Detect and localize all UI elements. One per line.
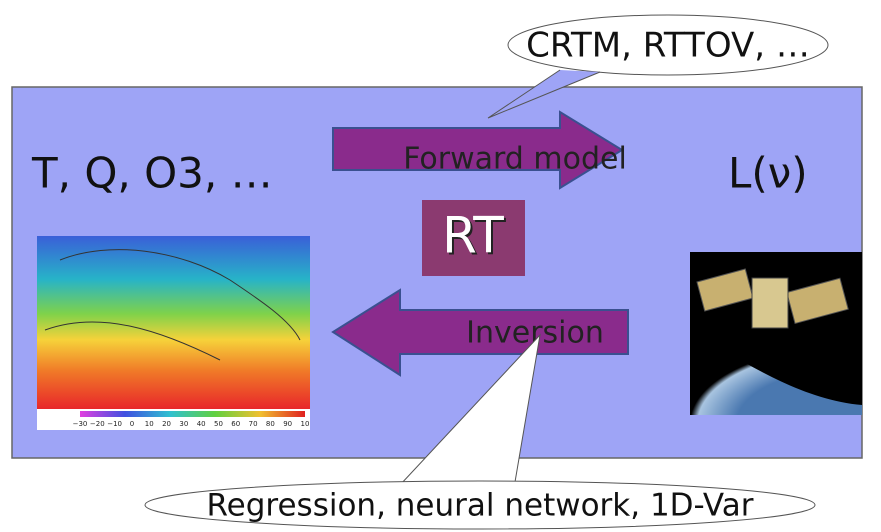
colorbar-label: 0 bbox=[130, 420, 134, 428]
colorbar-label: 70 bbox=[249, 420, 258, 428]
colorbar-label: 50 bbox=[214, 420, 223, 428]
callout-text: Regression, neural network, 1D-Var bbox=[207, 488, 754, 524]
colorbar-label: 40 bbox=[197, 420, 206, 428]
callout-text: CRTM, RTTOV, … bbox=[526, 26, 810, 66]
satellite-image bbox=[690, 252, 862, 415]
inversion-arrow bbox=[331, 288, 629, 377]
colorbar-label: −30 bbox=[73, 420, 88, 428]
forward-arrow bbox=[332, 110, 624, 190]
colorbar-label: 80 bbox=[266, 420, 275, 428]
callout-ellipse bbox=[144, 480, 816, 530]
colorbar-label: 20 bbox=[162, 420, 171, 428]
callout-ellipse bbox=[507, 14, 829, 76]
callout-tail bbox=[487, 69, 601, 119]
colorbar-label: 30 bbox=[179, 420, 188, 428]
colorbar-label: 90 bbox=[283, 420, 292, 428]
rt-label: RT bbox=[442, 207, 504, 265]
map-image: −30 −20 −10 0 10 20 30 40 50 60 70 80 90 10 bbox=[37, 236, 310, 430]
inputs-label: T, Q, O3, … bbox=[31, 149, 273, 198]
rt-box bbox=[422, 200, 525, 276]
colorbar-label: −20 bbox=[90, 420, 105, 428]
callout-tail bbox=[399, 333, 541, 486]
colorbar-label: −10 bbox=[107, 420, 122, 428]
forward-label: Forward model bbox=[403, 142, 627, 177]
colorbar-label: 10 bbox=[145, 420, 154, 428]
colorbar-label: 10 bbox=[301, 420, 310, 428]
rt-shadow: RT bbox=[444, 209, 506, 267]
output-label: L(ν) bbox=[728, 149, 808, 198]
colorbar-label: 60 bbox=[231, 420, 240, 428]
